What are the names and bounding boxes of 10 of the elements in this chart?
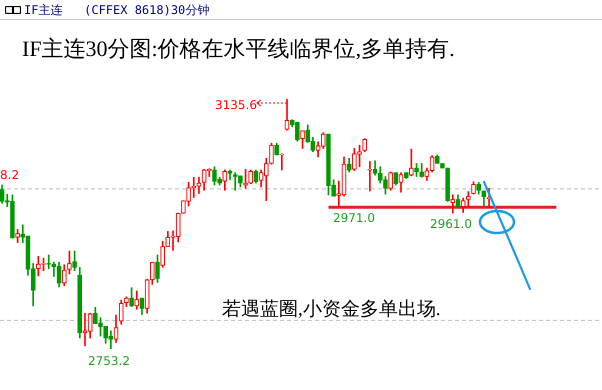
annotation: 2961.0 (430, 217, 472, 231)
chart-subtitle: IF主连 (CFFEX 8618)30分钟 (24, 2, 210, 19)
annotation: 若遇蓝圈,小资金多单出场. (222, 298, 440, 322)
candlestick (67, 250, 72, 274)
text: 2753.2 (88, 354, 130, 368)
annotation: 8.2 (0, 168, 20, 182)
annotation: 3135.6 (215, 98, 257, 112)
candlestick (243, 169, 248, 189)
annotation: 2971.0 (333, 211, 375, 225)
chart-title: IF主连30分图:价格在水平线临界位,多单持有. (22, 35, 455, 63)
